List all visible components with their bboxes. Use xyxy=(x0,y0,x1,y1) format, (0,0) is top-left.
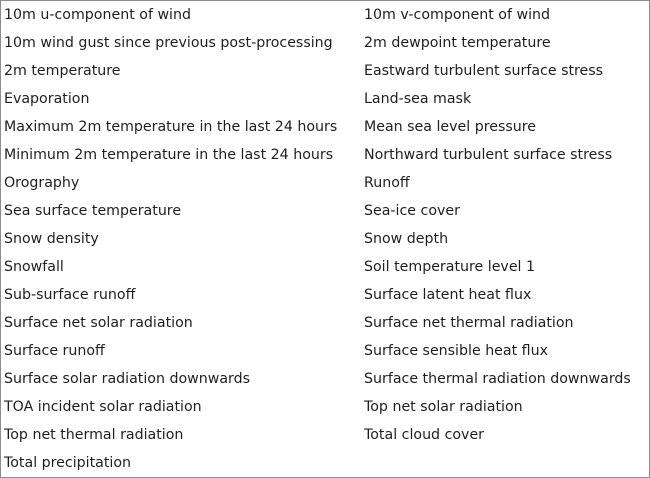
variable-item[interactable]: Sub-surface runoff xyxy=(4,287,136,303)
variable-item[interactable]: Snow density xyxy=(4,231,99,247)
variable-item[interactable]: Sea-ice cover xyxy=(364,203,460,219)
variable-item[interactable]: Northward turbulent surface stress xyxy=(364,147,613,163)
variable-item[interactable]: 10m v-component of wind xyxy=(364,7,551,23)
variable-item[interactable]: Surface solar radiation downwards xyxy=(4,371,251,387)
variable-item[interactable]: Surface latent heat flux xyxy=(364,287,532,303)
variable-item[interactable]: Surface runoff xyxy=(4,343,105,359)
variable-item[interactable]: Minimum 2m temperature in the last 24 ho… xyxy=(4,147,334,163)
variable-item[interactable]: Soil temperature level 1 xyxy=(364,259,536,275)
variable-item[interactable]: 10m u-component of wind xyxy=(4,7,191,23)
variable-item[interactable]: Top net solar radiation xyxy=(364,399,523,415)
variable-item[interactable]: Surface sensible heat flux xyxy=(364,343,549,359)
variable-item[interactable]: 2m temperature xyxy=(4,63,121,79)
variable-item[interactable]: Mean sea level pressure xyxy=(364,119,537,135)
variable-item[interactable]: 10m wind gust since previous post-proces… xyxy=(4,35,333,51)
variable-item[interactable]: Maximum 2m temperature in the last 24 ho… xyxy=(4,119,338,135)
variable-item[interactable]: Eastward turbulent surface stress xyxy=(364,63,604,79)
variable-item[interactable]: Surface net thermal radiation xyxy=(364,315,574,331)
variable-column-right: 10m v-component of wind 2m dewpoint temp… xyxy=(364,1,649,449)
variable-item[interactable]: Evaporation xyxy=(4,91,90,107)
variable-item[interactable]: Sea surface temperature xyxy=(4,203,182,219)
variable-item[interactable]: Total precipitation xyxy=(4,455,132,471)
variable-item[interactable]: Snowfall xyxy=(4,259,64,275)
variable-item[interactable]: 2m dewpoint temperature xyxy=(364,35,551,51)
variable-item[interactable]: TOA incident solar radiation xyxy=(4,399,202,415)
variable-item[interactable]: Top net thermal radiation xyxy=(4,427,184,443)
variable-item[interactable]: Snow depth xyxy=(364,231,449,247)
variable-item[interactable]: Land-sea mask xyxy=(364,91,472,107)
variable-item[interactable]: Surface thermal radiation downwards xyxy=(364,371,631,387)
variable-column-left: 10m u-component of wind 10m wind gust si… xyxy=(4,1,354,477)
variable-item[interactable]: Runoff xyxy=(364,175,410,191)
variable-item[interactable]: Total cloud cover xyxy=(364,427,485,443)
variable-item[interactable]: Orography xyxy=(4,175,80,191)
variable-item[interactable]: Surface net solar radiation xyxy=(4,315,193,331)
